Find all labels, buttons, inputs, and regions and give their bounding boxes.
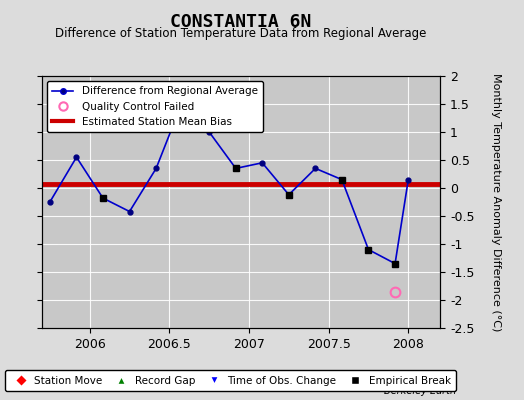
Legend: Difference from Regional Average, Quality Control Failed, Estimated Station Mean: Difference from Regional Average, Qualit…: [47, 81, 263, 132]
Text: Difference of Station Temperature Data from Regional Average: Difference of Station Temperature Data f…: [56, 28, 427, 40]
Text: Berkeley Earth: Berkeley Earth: [384, 386, 456, 396]
Text: CONSTANTIA 6N: CONSTANTIA 6N: [170, 13, 312, 31]
Legend: Station Move, Record Gap, Time of Obs. Change, Empirical Break: Station Move, Record Gap, Time of Obs. C…: [5, 370, 456, 391]
Y-axis label: Monthly Temperature Anomaly Difference (°C): Monthly Temperature Anomaly Difference (…: [491, 73, 501, 331]
